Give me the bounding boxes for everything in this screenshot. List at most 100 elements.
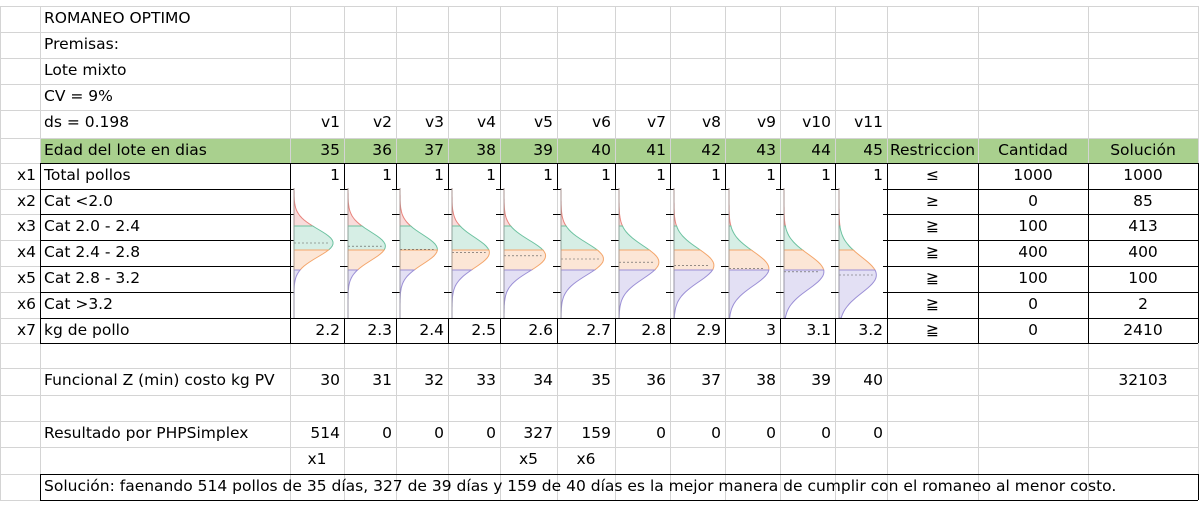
grid-col-line [725,6,726,500]
grid-col-line [344,6,345,500]
result-value: 159 [581,424,611,442]
objective-coef: 33 [476,371,496,389]
coef-value: 3 [766,321,776,339]
result-value: 0 [766,424,776,442]
table-border-v [1198,163,1199,343]
premise-line: Lote mixto [44,61,127,79]
age-value: 42 [701,141,721,159]
grid-col-line [670,6,671,500]
constraint-label: Total pollos [44,166,131,184]
coef-border-v [835,318,836,343]
grid-col-line [396,6,397,500]
coef-value: 2.6 [528,321,553,339]
age-value: 41 [646,141,666,159]
constraint-cantidad: 100 [1018,269,1048,287]
objective-coef: 38 [756,371,776,389]
result-value: 0 [711,424,721,442]
grid-col-line [780,6,781,500]
col-cantidad: Cantidad [998,141,1068,159]
conclusion-border [40,474,1198,475]
age-value: 37 [424,141,444,159]
var-header: v10 [802,113,831,131]
constraint-label: Cat 2.0 - 2.4 [44,217,141,235]
coef-value: 1 [434,166,444,184]
constraint-cantidad: 0 [1028,192,1038,210]
constraint-cantidad: 1000 [1013,166,1053,184]
coef-border-v [448,163,449,189]
objective-coef: 40 [863,371,883,389]
coef-border-v [670,163,671,189]
coef-value: 3.1 [806,321,831,339]
row-var: x4 [16,243,36,261]
coef-value: 2.5 [471,321,496,339]
age-value: 44 [811,141,831,159]
constraint-sign: ≥ [926,192,939,210]
distribution-curves-image [293,188,883,318]
constraint-solucion: 413 [1128,217,1158,235]
constraint-sign: ≧ [926,295,939,313]
grid-row-line [0,110,1198,111]
premise-line: Premisas: [44,35,119,53]
coef-border-v [448,318,449,343]
table-border-h [40,318,1198,319]
distribution-curve [399,188,444,318]
coef-border-v [290,163,291,189]
grid-row-line [0,6,1198,7]
age-value: 45 [863,141,883,159]
objective-coef: 37 [701,371,721,389]
conclusion-border [40,500,1198,501]
constraint-cantidad: 400 [1018,243,1048,261]
coef-value: 1 [656,166,666,184]
coef-border-v [557,163,558,189]
coef-value: 2.3 [367,321,392,339]
coef-border-v [887,163,888,189]
var-header: v3 [424,113,444,131]
constraint-label: kg de pollo [44,321,130,339]
objective-coef: 36 [646,371,666,389]
result-value: 0 [873,424,883,442]
coef-value: 1 [382,166,392,184]
table-border-h [40,343,1198,344]
table-border-v [887,163,888,343]
coef-border-v [725,163,726,189]
coef-border-v [615,318,616,343]
coef-border-v [835,163,836,189]
constraint-sign: ≧ [926,217,939,235]
col-restriccion: Restriccion [889,141,976,159]
coef-border-v [725,318,726,343]
result-value: 327 [523,424,553,442]
distribution-curve [673,188,721,318]
constraint-sign: ≧ [926,321,939,339]
coef-value: 2.8 [641,321,666,339]
constraint-label: Cat <2.0 [44,192,113,210]
row-var: x1 [16,166,36,184]
objective-coef: 31 [372,371,392,389]
constraint-label: Cat 2.4 - 2.8 [44,243,141,261]
distribution-curve [618,188,666,318]
result-value: 0 [434,424,444,442]
grid-col-line [448,6,449,500]
coef-border-v [557,318,558,343]
grid-col-line [835,6,836,500]
objective-coef: 30 [320,371,340,389]
coef-border-v [780,163,781,189]
coef-border-v [290,318,291,343]
coef-border-v [670,318,671,343]
grid-row-line [0,58,1198,59]
coef-value: 2.7 [586,321,611,339]
grid-row-line [0,32,1198,33]
constraint-sign: ≤ [926,166,939,184]
coef-value: 1 [821,166,831,184]
var-header: v9 [756,113,776,131]
table-border-v [978,163,979,343]
constraint-cantidad: 0 [1028,321,1038,339]
distribution-curve [728,188,776,318]
grid-col-line [0,6,1,500]
age-row-band [40,138,1198,163]
coef-border-v [500,318,501,343]
constraint-cantidad: 0 [1028,295,1038,313]
grid-row-line [0,395,1198,396]
grid-row-line [0,368,1198,369]
result-label: Resultado por PHPSimplex [44,424,249,442]
table-border-v [1088,163,1089,343]
